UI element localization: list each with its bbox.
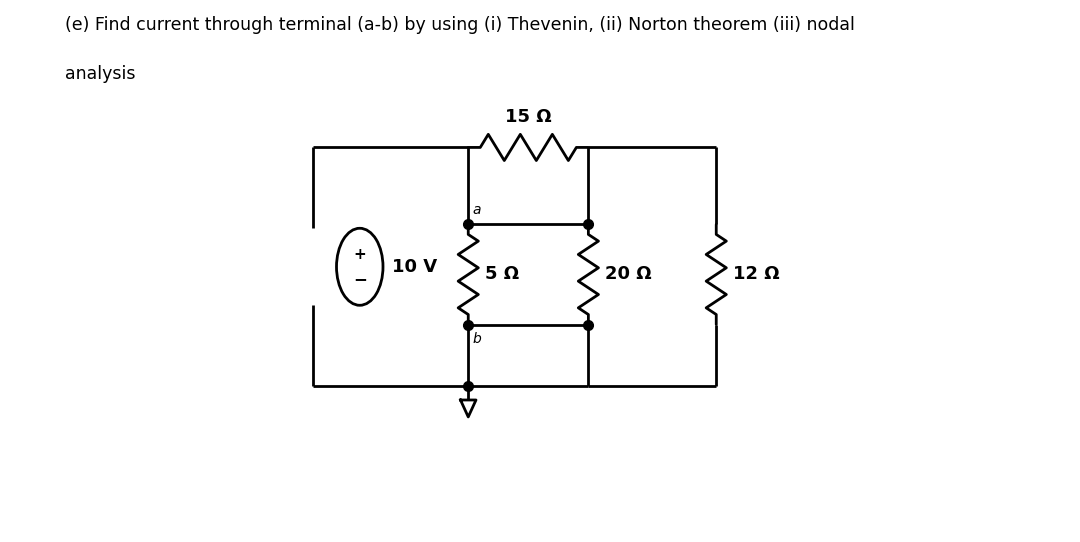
Text: +: + bbox=[353, 247, 366, 262]
Text: −: − bbox=[353, 270, 367, 288]
Text: 15 Ω: 15 Ω bbox=[505, 108, 552, 126]
Text: analysis: analysis bbox=[65, 65, 135, 83]
Text: 5 Ω: 5 Ω bbox=[485, 266, 519, 283]
Text: 12 Ω: 12 Ω bbox=[733, 266, 780, 283]
Text: 20 Ω: 20 Ω bbox=[606, 266, 652, 283]
Text: a: a bbox=[472, 203, 481, 217]
Text: 10 V: 10 V bbox=[392, 258, 437, 276]
Text: b: b bbox=[472, 332, 481, 346]
Text: (e) Find current through terminal (a-b) by using (i) Thevenin, (ii) Norton theor: (e) Find current through terminal (a-b) … bbox=[65, 16, 854, 34]
